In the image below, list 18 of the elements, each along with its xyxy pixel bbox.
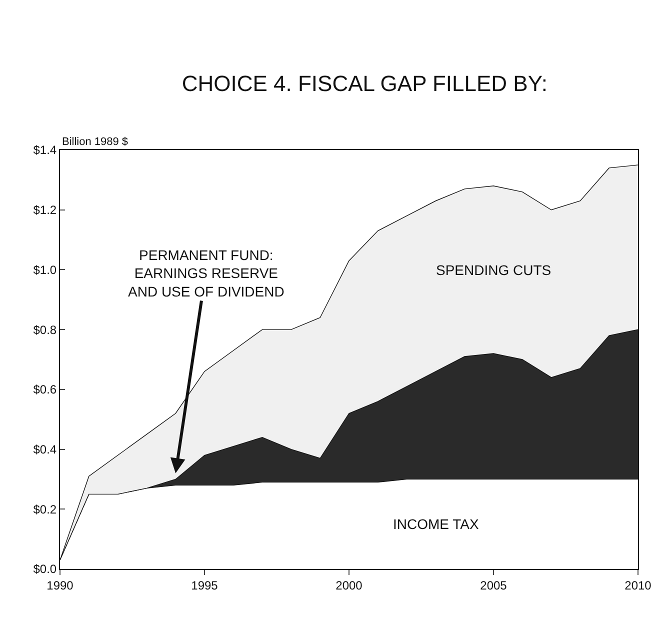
series-label: INCOME TAX [393, 516, 480, 532]
y-tick-label: $0.6 [33, 382, 57, 397]
x-tick-label: 1995 [191, 578, 218, 592]
y-tick-label: $0.0 [33, 562, 57, 576]
y-tick-label: $1.4 [33, 143, 57, 158]
y-tick-label: $1.2 [33, 203, 57, 218]
x-tick-label: 2000 [336, 578, 363, 592]
chart-title: CHOICE 4. FISCAL GAP FILLED BY: [182, 70, 548, 96]
x-tick-label: 2005 [480, 578, 508, 592]
y-axis-title: Billion 1989 $ [62, 136, 128, 148]
y-tick-label: $0.4 [33, 442, 57, 456]
y-tick-label: $0.8 [33, 322, 57, 337]
y-tick-label: $0.2 [33, 502, 57, 516]
x-tick-label: 1990 [46, 578, 74, 592]
series-label: SPENDING CUTS [436, 262, 552, 278]
y-tick-label: $1.0 [33, 262, 57, 277]
x-tick-label: 2010 [624, 578, 652, 592]
text: PERMANENT FUND: EARNINGS RESERVE AND USE OF DIVIDEND [128, 247, 284, 300]
